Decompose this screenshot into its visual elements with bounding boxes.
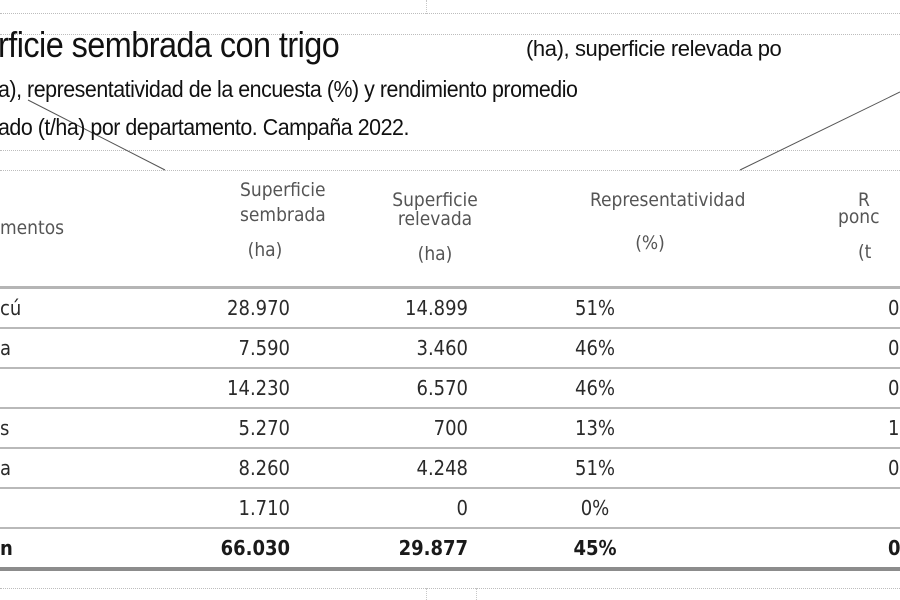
cell-departamento <box>0 368 150 409</box>
gridline <box>426 588 427 600</box>
cell-rendimiento: 0 <box>710 448 900 489</box>
cell-departamento: cú <box>0 287 150 329</box>
cell-representatividad: 46% <box>480 328 710 369</box>
header-superficie-relevada[interactable]: Superficie relevada (ha) <box>290 172 480 289</box>
cell-relevada: 14.899 <box>290 287 480 329</box>
cell-departamento: a <box>0 328 150 369</box>
cell-relevada: 4.248 <box>290 448 480 489</box>
cell-rendimiento: 0 <box>710 287 900 329</box>
table-row: s 5.270 700 13% 1 <box>0 408 900 449</box>
cell-representatividad: 46% <box>480 368 710 409</box>
gridline <box>0 34 900 35</box>
table-row: 14.230 6.570 46% 0 <box>0 368 900 409</box>
header-representatividad[interactable]: Representatividad (%) <box>480 172 745 289</box>
gridline <box>0 150 900 151</box>
cell-relevada: 6.570 <box>290 368 480 409</box>
header-row: mentos Superficie sembrada (ha) Superfic… <box>0 172 900 289</box>
cell-representatividad: 0% <box>480 488 710 529</box>
cell-relevada: 3.460 <box>290 328 480 369</box>
header-rendimiento[interactable]: R ponc (t <box>710 172 900 289</box>
gridline <box>0 588 900 589</box>
table-row: 1.710 0 0% <box>0 488 900 529</box>
header-departamentos[interactable]: mentos <box>0 172 150 289</box>
cell-sembrada: 28.970 <box>150 287 290 329</box>
cell-representatividad: 51% <box>480 448 710 489</box>
title-main: rficie sembrada con trigo <box>0 24 340 65</box>
table-row: a 7.590 3.460 46% 0 <box>0 328 900 369</box>
table-row: cú 28.970 14.899 51% 0 <box>0 287 900 329</box>
cell-rendimiento: 1 <box>710 408 900 449</box>
cell-departamento <box>0 488 150 529</box>
cell-sembrada: 8.260 <box>150 448 290 489</box>
cell-sembrada: 14.230 <box>150 368 290 409</box>
gridline <box>426 0 427 14</box>
cell-sembrada: 1.710 <box>150 488 290 529</box>
title-line-1: rficie sembrada con trigo (ha), superfic… <box>0 24 782 66</box>
cell-rendimiento: 0 <box>710 328 900 369</box>
cell-relevada: 0 <box>290 488 480 529</box>
cell-representatividad: 13% <box>480 408 710 449</box>
cell-relevada: 29.877 <box>290 528 480 571</box>
cell-rendimiento: 0 <box>710 528 900 571</box>
table-row: a 8.260 4.248 51% 0 <box>0 448 900 489</box>
title-line-3: ado (t/ha) por departamento. Campaña 202… <box>0 114 409 140</box>
total-row: n 66.030 29.877 45% 0 <box>0 528 900 571</box>
cell-departamento: a <box>0 448 150 489</box>
title-line-2: a), representatividad de la encuesta (%)… <box>0 76 578 102</box>
gridline <box>0 13 900 14</box>
cell-sembrada: 66.030 <box>150 528 290 571</box>
cell-departamento: s <box>0 408 150 449</box>
data-table: mentos Superficie sembrada (ha) Superfic… <box>0 172 900 571</box>
cell-rendimiento: 0 <box>710 368 900 409</box>
cell-sembrada: 5.270 <box>150 408 290 449</box>
cell-sembrada: 7.590 <box>150 328 290 369</box>
cell-representatividad: 51% <box>480 287 710 329</box>
cell-rendimiento <box>710 488 900 529</box>
gridline <box>0 170 900 171</box>
cell-representatividad: 45% <box>480 528 710 571</box>
cell-departamento: n <box>0 528 150 571</box>
cell-relevada: 700 <box>290 408 480 449</box>
gridline <box>476 588 477 600</box>
title-sub: (ha), superficie relevada po <box>526 36 782 61</box>
header-superficie-sembrada[interactable]: Superficie sembrada (ha) <box>150 172 326 289</box>
